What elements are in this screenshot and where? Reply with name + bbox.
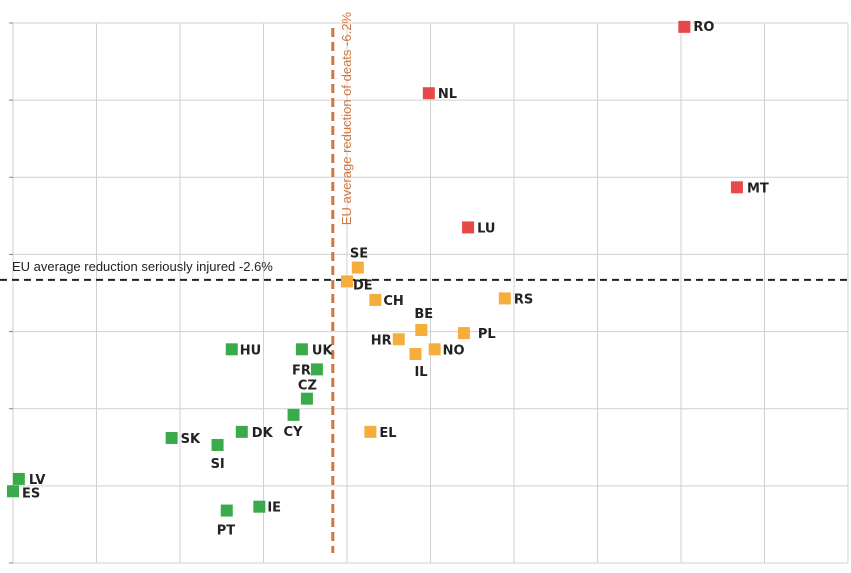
point-ro: RO	[678, 20, 714, 35]
point-mt: MT	[730, 181, 769, 196]
point-marker	[730, 181, 743, 194]
point-marker	[225, 343, 238, 356]
point-hu: HU	[225, 343, 261, 358]
point-uk: UK	[295, 343, 334, 358]
point-label: IE	[267, 501, 281, 516]
point-marker	[364, 425, 377, 438]
point-marker	[235, 425, 248, 438]
point-marker	[351, 261, 364, 274]
point-marker	[678, 20, 691, 33]
point-label: PL	[478, 327, 496, 342]
point-rs: RS	[498, 292, 533, 307]
point-hr: HR	[371, 333, 405, 348]
point-label: UK	[312, 343, 334, 358]
point-marker	[211, 438, 224, 451]
point-marker	[287, 408, 300, 421]
point-label: HU	[240, 343, 261, 358]
point-marker	[409, 347, 422, 360]
point-marker	[341, 275, 353, 288]
point-label: SE	[350, 247, 368, 262]
point-label: LV	[29, 473, 46, 488]
point-ie: IE	[253, 500, 281, 516]
point-ch: CH	[369, 293, 404, 309]
point-label: PT	[217, 524, 236, 539]
point-marker	[498, 292, 511, 305]
point-marker	[165, 432, 178, 445]
point-marker	[220, 504, 233, 517]
point-label: CY	[284, 425, 304, 440]
point-el: EL	[364, 425, 397, 441]
point-label: ES	[22, 486, 40, 501]
point-marker	[428, 343, 441, 356]
point-dk: DK	[235, 425, 274, 441]
point-marker	[295, 343, 308, 356]
point-label: EL	[379, 426, 396, 441]
point-nl: NL	[422, 87, 457, 102]
reference-lines: EU average reduction seriously injured -…	[0, 12, 851, 553]
point-label: SI	[211, 457, 225, 472]
point-fr: FR	[292, 363, 323, 378]
point-label: LU	[477, 221, 495, 236]
point-si: SI	[211, 438, 225, 472]
point-marker	[7, 485, 19, 498]
point-label: MT	[747, 181, 769, 196]
point-de: DE	[341, 275, 373, 293]
point-se: SE	[350, 247, 368, 274]
point-label: CH	[383, 294, 403, 309]
point-cz: CZ	[298, 379, 317, 405]
point-label: RS	[514, 292, 533, 307]
point-no: NO	[428, 343, 465, 358]
point-marker	[457, 327, 470, 340]
point-lu: LU	[462, 221, 495, 236]
point-label: HR	[371, 333, 392, 348]
point-marker	[392, 333, 405, 346]
point-label: RO	[693, 20, 714, 35]
point-marker	[12, 472, 25, 485]
point-marker	[310, 363, 323, 376]
point-label: SK	[181, 432, 201, 447]
point-be: BE	[414, 307, 433, 337]
point-pt: PT	[217, 504, 236, 539]
point-il: IL	[409, 347, 428, 380]
eu-injured-reference-label: EU average reduction seriously injured -…	[12, 259, 273, 274]
point-label: FR	[292, 363, 311, 378]
point-marker	[253, 500, 266, 513]
point-sk: SK	[165, 432, 201, 447]
point-pl: PL	[457, 327, 496, 342]
point-marker	[369, 293, 382, 306]
point-label: NL	[438, 87, 457, 102]
point-label: DK	[252, 426, 274, 441]
eu-deaths-reference-label: EU average reduction of deats -6.2%	[339, 12, 354, 226]
point-label: BE	[414, 307, 433, 322]
grid	[9, 22, 849, 564]
point-es: ES	[7, 485, 40, 501]
point-label: DE	[353, 278, 373, 293]
point-cy: CY	[284, 408, 304, 440]
point-marker	[422, 87, 435, 100]
point-marker	[415, 324, 428, 337]
point-label: IL	[414, 365, 427, 380]
point-marker	[462, 221, 475, 234]
point-lv: LV	[12, 472, 46, 488]
point-label: NO	[443, 343, 465, 358]
point-label: CZ	[298, 379, 317, 394]
point-marker	[300, 392, 313, 405]
